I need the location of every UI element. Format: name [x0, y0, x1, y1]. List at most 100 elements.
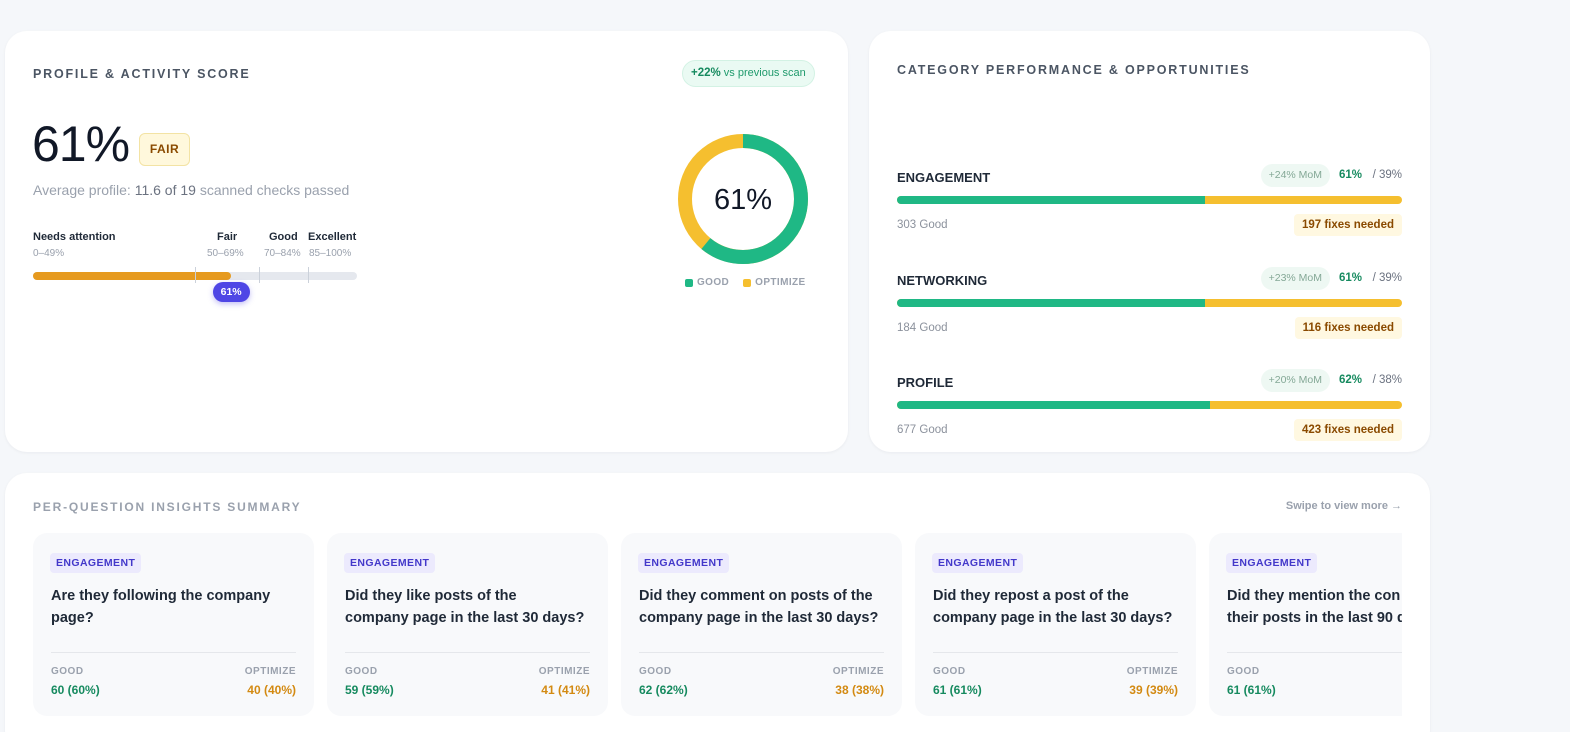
legend-optimize-swatch — [743, 278, 752, 287]
question-carousel[interactable]: ENGAGEMENT Are they following the compan… — [33, 533, 1402, 718]
range-tick-excellent — [308, 267, 309, 283]
question-line-1: Did they like posts of the — [345, 588, 517, 604]
category-name: ENGAGEMENT — [897, 170, 991, 185]
good-label: GOOD — [345, 666, 378, 677]
question-text: Did they comment on posts of the company… — [639, 585, 889, 629]
question-line-1: Did they comment on posts of the — [639, 588, 873, 604]
question-divider — [1227, 652, 1402, 653]
good-label: GOOD — [639, 666, 672, 677]
insights-title: PER-QUESTION INSIGHTS SUMMARY — [33, 500, 302, 514]
good-value: 60 (60%) — [51, 683, 100, 697]
legend-good: GOOD — [685, 277, 729, 288]
fixes-needed-badge: 423 fixes needed — [1293, 419, 1402, 441]
score-card-title: PROFILE & ACTIVITY SCORE — [33, 67, 251, 81]
legend-good-label: GOOD — [697, 277, 730, 288]
category-progress-bar — [897, 299, 1402, 307]
good-value: 61 (61%) — [1227, 683, 1276, 697]
question-line-2: company page in the last 30 days? — [345, 610, 585, 626]
category-progress-fill — [897, 196, 1206, 204]
optimize-label: OPTIMIZE — [832, 666, 884, 677]
question-category-tag: ENGAGEMENT — [344, 553, 436, 573]
category-good-count: 677 Good — [897, 424, 948, 436]
avg-prefix: Average profile: — [33, 182, 131, 198]
range-tick-good — [259, 267, 260, 283]
optimize-label: OPTIMIZE — [1126, 666, 1178, 677]
category-progress-fill — [897, 401, 1211, 409]
range-label-needs-attention: Needs attention — [33, 231, 116, 243]
good-label: GOOD — [1227, 666, 1260, 677]
category-row-engagement: ENGAGEMENT +24% MoM 61% / 39% 303 Good 1… — [897, 164, 1402, 254]
good-label: GOOD — [933, 666, 966, 677]
question-line-2: their posts in the last 90 d — [1227, 610, 1402, 626]
rating-badge: FAIR — [139, 133, 190, 166]
question-category-tag: ENGAGEMENT — [1226, 553, 1318, 573]
category-optimize-percent: / 38% — [1372, 374, 1402, 386]
avg-suffix: scanned checks passed — [199, 182, 350, 198]
range-label-fair: Fair — [217, 231, 238, 243]
question-category-tag: ENGAGEMENT — [932, 553, 1024, 573]
category-row-profile: PROFILE +20% MoM 62% / 38% 677 Good 423 … — [897, 369, 1402, 459]
category-optimize-percent: / 39% — [1372, 169, 1402, 181]
category-good-percent: 61% — [1338, 272, 1362, 284]
category-name: PROFILE — [897, 375, 954, 390]
category-name: NETWORKING — [897, 273, 988, 288]
question-card[interactable]: ENGAGEMENT Did they comment on posts of … — [621, 533, 902, 716]
question-divider — [639, 652, 884, 653]
category-row-networking: NETWORKING +23% MoM 61% / 39% 184 Good 1… — [897, 267, 1402, 357]
range-label-good: Good — [269, 231, 298, 243]
fixes-needed-badge: 116 fixes needed — [1294, 317, 1402, 339]
question-line-1: Did they repost a post of the — [933, 588, 1129, 604]
category-good-count: 303 Good — [897, 219, 948, 231]
optimize-value: 40 (40%) — [247, 683, 296, 697]
question-category-tag: ENGAGEMENT — [638, 553, 730, 573]
question-text: Did they like posts of the company page … — [345, 585, 595, 629]
fixes-needed-badge: 197 fixes needed — [1293, 214, 1402, 236]
category-optimize-percent: / 39% — [1372, 272, 1402, 284]
question-card[interactable]: ENGAGEMENT Did they mention the con thei… — [1209, 533, 1402, 716]
delta-value: +22% — [691, 67, 721, 79]
question-card[interactable]: ENGAGEMENT Are they following the compan… — [33, 533, 314, 716]
range-sub-fair: 50–69% — [207, 248, 244, 259]
optimize-label: OPTIMIZE — [538, 666, 590, 677]
category-progress-bar — [897, 196, 1402, 204]
question-card[interactable]: ENGAGEMENT Did they like posts of the co… — [327, 533, 608, 716]
question-divider — [933, 652, 1178, 653]
score-range-fill — [33, 272, 231, 280]
mom-pill: +24% MoM — [1260, 164, 1330, 187]
range-tick-fair — [195, 267, 196, 283]
category-good-percent: 61% — [1338, 169, 1362, 181]
legend-optimize-label: OPTIMIZE — [755, 277, 806, 288]
donut-legend: GOOD OPTIMIZE — [685, 277, 806, 288]
good-value: 59 (59%) — [345, 683, 394, 697]
optimize-value: 41 (41%) — [541, 683, 590, 697]
question-card[interactable]: ENGAGEMENT Did they repost a post of the… — [915, 533, 1196, 716]
question-line-1: Did they mention the con — [1227, 588, 1401, 604]
category-progress-bar — [897, 401, 1402, 409]
category-good-count: 184 Good — [897, 322, 948, 334]
mom-pill: +20% MoM — [1260, 369, 1330, 392]
profile-activity-score-card: PROFILE & ACTIVITY SCORE +22% vs previou… — [5, 31, 848, 452]
category-progress-fill — [897, 299, 1206, 307]
range-sub-needs-attention: 0–49% — [33, 248, 65, 259]
category-card-title: CATEGORY PERFORMANCE & OPPORTUNITIES — [897, 63, 1251, 77]
question-line-2: company page in the last 30 days? — [639, 610, 879, 626]
donut-good-arc — [678, 134, 808, 264]
good-value: 62 (62%) — [639, 683, 688, 697]
question-text: Did they repost a post of the company pa… — [933, 585, 1183, 629]
category-performance-card: CATEGORY PERFORMANCE & OPPORTUNITIES ENG… — [869, 31, 1430, 452]
score-marker: 61% — [212, 282, 250, 302]
swipe-hint-link[interactable]: Swipe to view more → — [1285, 500, 1402, 512]
optimize-value: 39 (39%) — [1129, 683, 1178, 697]
avg-value: 11.6 of 19 — [134, 182, 196, 198]
question-line-2: company page in the last 30 days? — [933, 610, 1173, 626]
optimize-label: OPTIMIZE — [244, 666, 296, 677]
range-label-excellent: Excellent — [308, 231, 357, 243]
delta-badge: +22% vs previous scan — [682, 60, 815, 87]
question-line-2: page? — [51, 610, 94, 626]
optimize-value: 38 (38%) — [835, 683, 884, 697]
question-line-1: Are they following the company — [51, 588, 271, 604]
category-good-percent: 62% — [1338, 374, 1362, 386]
score-value: 61% — [32, 116, 130, 172]
good-label: GOOD — [51, 666, 84, 677]
per-question-insights-card: PER-QUESTION INSIGHTS SUMMARY Swipe to v… — [5, 473, 1430, 732]
